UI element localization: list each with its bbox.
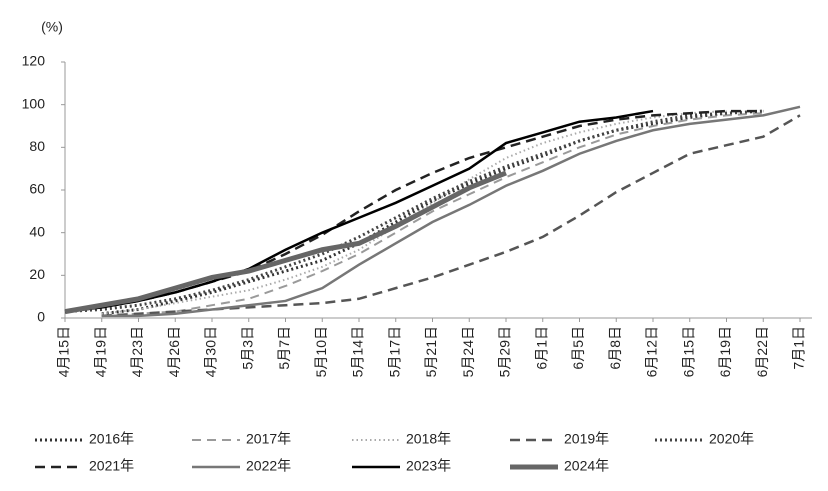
legend-label: 2017年 — [246, 431, 291, 447]
y-tick-label: 100 — [22, 95, 46, 111]
x-tick-label: 6月5日 — [570, 326, 586, 370]
series-line — [64, 109, 764, 314]
x-tick-label: 6月8日 — [607, 326, 623, 370]
y-tick-label: 120 — [22, 53, 46, 69]
x-tick-label: 6月22日 — [754, 326, 770, 377]
x-tick-label: 4月26日 — [166, 326, 182, 377]
legend-label: 2021年 — [89, 458, 134, 474]
series-line — [101, 112, 764, 317]
y-tick-label: 80 — [29, 138, 45, 154]
x-tick-label: 5月29日 — [497, 326, 513, 377]
x-tick-label: 4月15日 — [56, 326, 72, 377]
legend-label: 2024年 — [564, 458, 609, 474]
legend-label: 2019年 — [564, 431, 609, 447]
series-line — [64, 170, 507, 315]
y-tick-label: 20 — [29, 266, 45, 282]
x-tick-label: 6月15日 — [680, 326, 696, 377]
legend-label: 2020年 — [709, 431, 754, 447]
x-tick-label: 5月21日 — [423, 326, 439, 377]
x-tick-label: 5月14日 — [350, 326, 366, 377]
x-tick-label: 6月19日 — [717, 326, 733, 377]
x-tick-label: 7月1日 — [791, 326, 807, 370]
y-axis-label: (%) — [41, 19, 63, 35]
x-tick-label: 5月3日 — [239, 326, 255, 370]
legend-label: 2023年 — [406, 458, 451, 474]
x-tick-label: 4月30日 — [203, 326, 219, 377]
y-tick-label: 60 — [29, 181, 45, 197]
series-line — [101, 114, 801, 318]
x-tick-label: 5月10日 — [313, 326, 329, 377]
x-tick-label: 4月23日 — [129, 326, 145, 377]
legend-label: 2016年 — [89, 431, 134, 447]
x-tick-label: 4月19日 — [92, 326, 108, 377]
x-tick-label: 6月1日 — [533, 326, 549, 370]
series-line — [101, 105, 801, 318]
x-tick-label: 6月12日 — [644, 326, 660, 377]
x-tick-label: 5月17日 — [386, 326, 402, 377]
x-tick-label: 5月7日 — [276, 326, 292, 370]
series-line — [64, 109, 654, 313]
legend-label: 2018年 — [406, 431, 451, 447]
y-tick-label: 40 — [29, 223, 45, 239]
x-tick-label: 5月24日 — [460, 326, 476, 377]
y-tick-label: 0 — [37, 309, 45, 325]
legend-label: 2022年 — [246, 458, 291, 474]
